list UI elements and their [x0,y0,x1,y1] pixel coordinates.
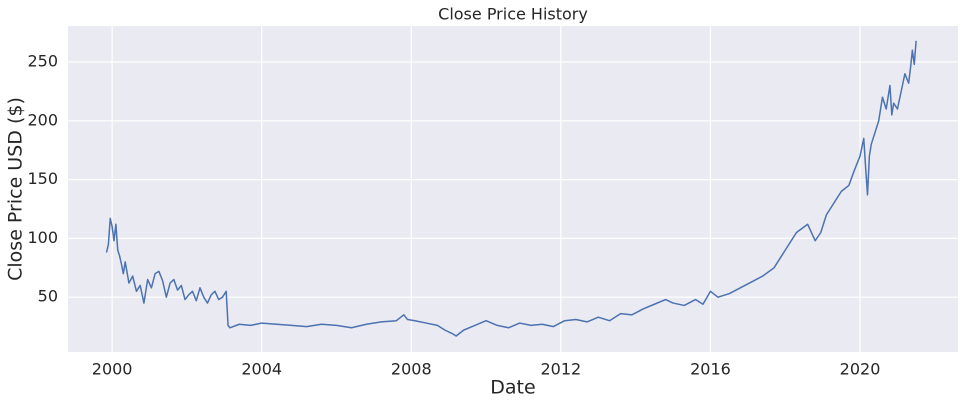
y-tick-label: 250 [27,51,58,70]
x-tick-label: 2004 [241,360,282,379]
line [105,40,917,337]
y-tick-label: 150 [27,169,58,188]
chart-title: Close Price History [438,5,588,24]
y-axis-label: Close Price USD ($) [5,97,27,281]
plot-area [68,26,958,352]
x-tick-label: 2020 [840,360,881,379]
y-tick-label: 100 [27,228,58,247]
x-axis-label: Date [490,377,535,399]
x-tick-label: 2008 [391,360,432,379]
y-tick-label: 50 [38,287,58,306]
x-tick-label: 2016 [690,360,731,379]
y-tick-label: 200 [27,110,58,129]
x-tick-label: 2012 [541,360,582,379]
x-tick-label: 2000 [92,360,133,379]
